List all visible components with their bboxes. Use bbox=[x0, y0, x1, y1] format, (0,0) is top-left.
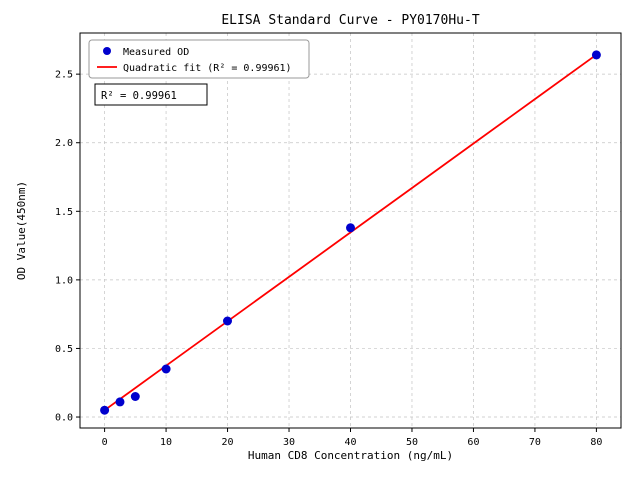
data-point bbox=[100, 405, 110, 415]
x-tick-label: 80 bbox=[590, 437, 602, 448]
x-tick-label: 50 bbox=[406, 437, 418, 448]
x-tick-label: 60 bbox=[467, 437, 479, 448]
data-point bbox=[223, 316, 232, 326]
legend-label-measured-od: Measured OD bbox=[123, 47, 189, 58]
r-squared-annotation-box bbox=[94, 83, 208, 106]
data-point bbox=[346, 223, 355, 233]
legend-marker-measured-od-icon bbox=[103, 47, 111, 55]
x-tick-label: 30 bbox=[283, 437, 295, 448]
data-point bbox=[115, 397, 125, 407]
r-squared-annotation-text: R² = 0.99961 bbox=[101, 90, 177, 102]
legend-box bbox=[88, 39, 310, 79]
y-tick-label: 0.5 bbox=[55, 344, 73, 355]
x-tick-label: 20 bbox=[222, 437, 234, 448]
x-tick-label: 40 bbox=[344, 437, 356, 448]
x-tick-label: 10 bbox=[160, 437, 172, 448]
y-tick-label: 2.5 bbox=[55, 70, 73, 81]
chart-title: ELISA Standard Curve - PY0170Hu-T bbox=[221, 13, 479, 28]
y-tick-label: 2.0 bbox=[55, 138, 73, 149]
y-axis-label: OD Value(450nm) bbox=[15, 181, 28, 280]
y-tick-label: 1.5 bbox=[55, 207, 73, 218]
data-point bbox=[591, 50, 601, 60]
quadratic-fit-line bbox=[104, 53, 597, 411]
x-axis-label: Human CD8 Concentration (ng/mL) bbox=[248, 449, 453, 462]
data-point bbox=[130, 392, 140, 401]
y-tick-label: 0.0 bbox=[55, 413, 73, 424]
legend-label-quadratic-fit: Quadratic fit (R² = 0.99961) bbox=[123, 63, 292, 74]
y-tick-label: 1.0 bbox=[55, 275, 73, 286]
data-point bbox=[161, 364, 171, 374]
x-tick-label: 0 bbox=[102, 437, 108, 448]
x-tick-label: 70 bbox=[529, 437, 541, 448]
